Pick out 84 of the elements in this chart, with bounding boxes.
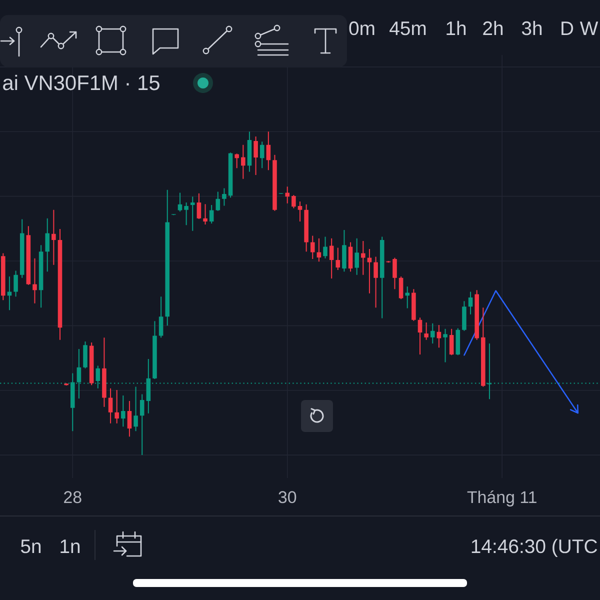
candlestick <box>222 188 226 206</box>
candlestick <box>203 204 208 224</box>
candlestick <box>247 132 252 172</box>
candlestick <box>456 328 460 356</box>
candlestick <box>348 242 353 272</box>
candlestick <box>58 228 62 340</box>
candlestick <box>89 342 94 386</box>
candlestick <box>254 136 258 175</box>
candlestick <box>52 210 56 265</box>
text: 1n <box>60 540 80 553</box>
candlestick <box>336 248 340 270</box>
candlestick <box>83 342 88 368</box>
candlestick <box>266 132 271 170</box>
candlestick <box>38 245 44 308</box>
candlestick <box>374 256 378 308</box>
candlestick <box>443 328 448 362</box>
text: W <box>580 22 598 35</box>
candlestick <box>241 144 246 179</box>
candlestick <box>380 236 384 318</box>
candlestick <box>108 388 113 424</box>
text: 0m <box>349 21 374 36</box>
candlestick <box>298 201 302 222</box>
candlestick <box>234 154 239 168</box>
candlestick <box>196 193 202 219</box>
candlestick <box>64 383 68 386</box>
candlestick <box>304 204 308 252</box>
candlestick <box>7 276 12 310</box>
candlestick <box>152 321 157 380</box>
candlestick <box>121 396 126 427</box>
candlestick <box>26 226 31 285</box>
candlestick <box>405 286 410 308</box>
candlestick <box>20 219 24 278</box>
candlestick <box>392 258 397 290</box>
candlestick <box>449 328 454 356</box>
candlestick <box>468 292 473 314</box>
candlestick <box>45 218 50 272</box>
candlestick <box>424 322 428 340</box>
candlestick <box>412 289 416 321</box>
candlestick <box>178 192 182 212</box>
text: D <box>562 22 574 35</box>
x-tick-label: Tháng 11 <box>467 490 536 507</box>
candlestick <box>323 236 328 258</box>
candlestick <box>184 202 188 226</box>
candlestick <box>292 195 296 208</box>
candlestick <box>367 249 372 294</box>
x-tick-label: 28 <box>64 491 82 504</box>
candlestick <box>14 270 18 297</box>
candlestick <box>436 325 442 348</box>
candlestick <box>114 390 119 424</box>
candlestick <box>481 308 486 387</box>
candlestick <box>354 238 359 275</box>
candlestick <box>260 142 264 168</box>
candlestick <box>1 253 6 300</box>
candlestick <box>158 296 164 338</box>
candlestick <box>165 190 170 326</box>
candlestick <box>329 238 334 278</box>
chart-title: ai VN30F1M · 15 <box>3 74 160 90</box>
candlestick <box>127 401 132 437</box>
candlestick <box>316 238 322 262</box>
text: 45m <box>390 22 426 36</box>
candlestick <box>102 338 106 407</box>
candlestick <box>190 196 195 231</box>
candlestick <box>285 186 290 204</box>
x-tick-label: 30 <box>278 491 296 504</box>
candlestick <box>462 301 466 331</box>
candlestick <box>310 236 315 260</box>
candlestick <box>398 276 404 300</box>
candlestick <box>134 386 138 432</box>
candlestick <box>140 394 144 456</box>
text: 1h <box>446 20 466 35</box>
candlestick <box>342 230 346 272</box>
candlestick <box>272 154 277 211</box>
candlestick <box>209 205 214 224</box>
text: 5n <box>20 540 41 554</box>
candlestick <box>474 290 479 340</box>
candlestick <box>418 318 422 354</box>
text: 3h <box>522 20 542 36</box>
candlestick <box>32 258 37 304</box>
candlestick <box>361 240 366 275</box>
text: 2h <box>483 20 503 35</box>
candlestick <box>228 152 233 198</box>
text: 14:46:30 (UTC <box>472 538 598 558</box>
candlestick <box>216 192 220 211</box>
candlestick <box>430 323 435 344</box>
